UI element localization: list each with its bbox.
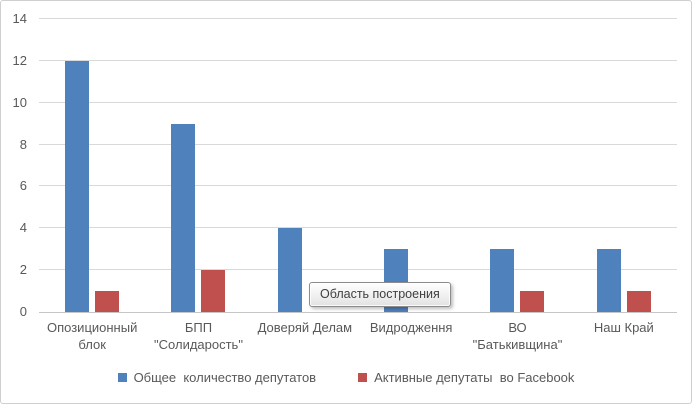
legend-swatch-total-deputies [117, 373, 127, 382]
y-axis-tick-label: 12 [12, 52, 27, 68]
y-axis-tick-label: 4 [19, 220, 27, 236]
category-label: БПП "Солидарость" [145, 319, 251, 353]
bar-facebook-active[interactable] [95, 291, 120, 312]
category-label-line: ВО [508, 320, 527, 335]
y-axis-tick-label: 0 [19, 304, 27, 319]
bar-total-deputies[interactable] [490, 249, 515, 312]
category-label-line: "Батькивщина" [472, 337, 563, 352]
legend-label: Активные депутаты во Facebook [374, 370, 575, 385]
tooltip-text: Область построения [320, 287, 440, 301]
category-label: Опозиционный блок [39, 319, 145, 353]
gridline [39, 185, 677, 187]
y-axis-tick-label: 14 [12, 11, 27, 26]
bar-facebook-active[interactable] [520, 291, 545, 312]
category-label-line: Наш Край [593, 320, 654, 335]
bar-total-deputies[interactable] [65, 60, 90, 312]
gridline [39, 101, 677, 103]
category-label-line: Опозиционный [46, 320, 138, 335]
gridline [39, 59, 677, 61]
bar-group [464, 19, 570, 312]
bar-group [39, 19, 145, 312]
category-label-line: "Солидарость" [154, 337, 243, 352]
category-label-line: блок [78, 337, 106, 352]
bar-group [571, 19, 677, 312]
category-label-line: БПП [184, 320, 213, 335]
bar-group [358, 19, 464, 312]
gridline [39, 18, 677, 19]
legend[interactable]: Общее количество депутатов Активные депут… [1, 370, 691, 385]
bar-total-deputies[interactable] [596, 249, 621, 312]
legend-label: Общее количество депутатов [133, 370, 317, 385]
legend-item-total-deputies[interactable]: Общее количество депутатов [117, 370, 317, 385]
category-label: Видродження [358, 319, 464, 353]
category-label-line: Видродження [369, 320, 453, 335]
y-axis-tick-label: 8 [19, 136, 27, 152]
category-label: Доверяй Делам [252, 319, 358, 353]
gridline [39, 227, 677, 229]
bar-total-deputies[interactable] [171, 123, 196, 312]
plot-area-tooltip: Область построения [309, 282, 451, 307]
category-label-line: Доверяй Делам [257, 320, 353, 335]
y-axis[interactable]: 0 2 4 6 8 10 12 14 [1, 11, 31, 319]
y-axis-tick-label: 10 [12, 94, 27, 110]
y-axis-tick-label: 2 [19, 262, 27, 278]
bar-group [145, 19, 251, 312]
gridline [39, 269, 677, 271]
legend-item-facebook-active[interactable]: Активные депутаты во Facebook [358, 370, 574, 385]
bar-facebook-active[interactable] [201, 270, 226, 312]
gridline [39, 143, 677, 145]
category-label: Наш Край [571, 319, 677, 353]
bar-facebook-active[interactable] [626, 291, 651, 312]
bar-group [252, 19, 358, 312]
bar-total-deputies[interactable] [277, 228, 302, 312]
x-axis[interactable]: Опозиционный блок БПП "Солидарость" Доверяй … [39, 319, 677, 353]
y-axis-tick-label: 6 [19, 178, 27, 194]
category-label: ВО "Батькивщина" [464, 319, 570, 353]
plot-area[interactable] [39, 18, 677, 313]
legend-swatch-facebook-active [358, 373, 368, 382]
